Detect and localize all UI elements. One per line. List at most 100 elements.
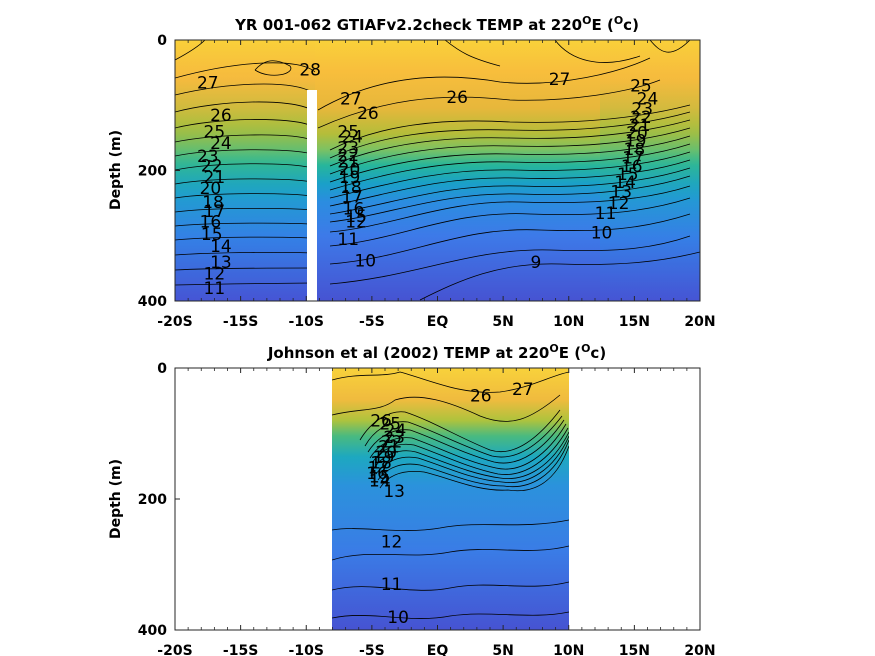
top-x-tick-label: -5S: [359, 314, 385, 330]
top-contour-label: 22: [630, 108, 652, 128]
top-y-axis-label: Depth (m): [108, 130, 124, 210]
top-contour-label: 18: [340, 178, 362, 198]
top-contour-label: 19: [339, 168, 361, 188]
top-x-tick-label: 5N: [492, 314, 513, 330]
top-x-tick-label: -10S: [289, 314, 324, 330]
top-contour-label: 15: [617, 165, 639, 185]
top-y-tick-label: 0: [157, 33, 167, 49]
bottom-contour-label: 24: [385, 421, 407, 441]
top-contour-label: 14: [210, 237, 232, 257]
bottom-contour-lines: [332, 371, 569, 619]
bottom-contour-label: 18: [370, 453, 392, 473]
bottom-contour-label: 22: [381, 432, 403, 452]
top-contour-lines: [175, 40, 700, 301]
bottom-contour-label: 19: [373, 448, 395, 468]
bottom-temperature-field: [332, 368, 569, 630]
top-contour-label: 17: [622, 148, 644, 168]
top-contour-label: 11: [204, 279, 226, 299]
top-contour-label: 28: [299, 60, 321, 80]
top-contour-label: 27: [197, 73, 219, 93]
top-contour-label: 24: [637, 90, 659, 110]
bottom-x-tick-label: 5N: [492, 643, 513, 656]
top-x-tick-label: 10N: [553, 314, 584, 330]
top-contour-label: 24: [341, 128, 363, 148]
bottom-contour-label: 10: [387, 608, 409, 628]
bottom-x-tick-label: 10N: [553, 643, 584, 656]
top-contour-label: 27: [340, 90, 362, 110]
top-contour-label: 27: [549, 70, 571, 90]
top-missing-data-band: [307, 90, 317, 301]
bottom-x-tick-label: -5S: [359, 643, 385, 656]
top-contour-label: 11: [595, 204, 617, 224]
top-contour-label: 13: [210, 253, 232, 273]
top-contour-label: 10: [354, 252, 376, 272]
top-contour-label: 12: [608, 194, 630, 214]
top-contour-label: 12: [345, 212, 367, 232]
bottom-contour-label: 17: [368, 459, 390, 479]
top-contour-label: 23: [197, 147, 219, 167]
bottom-contour-label: 21: [378, 438, 400, 458]
bottom-y-tick-label: 400: [138, 623, 167, 639]
top-contour-label: 25: [630, 77, 652, 97]
bottom-x-tick-label: -10S: [289, 643, 324, 656]
top-contour-label: 9: [531, 253, 542, 273]
top-y-tick-label: 200: [138, 164, 167, 180]
bottom-title: Johnson et al (2002) TEMP at 220OE (Oc): [267, 342, 606, 362]
bottom-contour-label: 13: [383, 482, 405, 502]
top-contour-label: 24: [210, 134, 232, 154]
top-contour-label: 15: [201, 225, 223, 245]
bottom-x-tick-label: -20S: [157, 643, 192, 656]
bottom-y-tick-label: 200: [138, 492, 167, 508]
bottom-contour-label: 25: [379, 415, 401, 435]
top-contour-label: 10: [591, 223, 613, 243]
bottom-contour-label: 26: [370, 411, 392, 431]
top-contour-label: 22: [201, 156, 223, 176]
top-contour-label: 21: [204, 168, 226, 188]
top-contour-label: 26: [210, 106, 232, 126]
bottom-y-axis-label: Depth (m): [108, 459, 124, 539]
top-warm-side-left: [175, 40, 315, 301]
top-y-tick-label: 400: [138, 294, 167, 310]
top-contour-label: 16: [200, 212, 222, 232]
top-axis-ticks: -20S -15S -10S -5S EQ 5N 10N 15N 20N 0 200 400: [138, 33, 716, 330]
top-contour-label: 21: [337, 152, 359, 172]
bottom-x-tick-label: -15S: [223, 643, 258, 656]
top-x-tick-label: -15S: [223, 314, 258, 330]
top-contour-label: 22: [337, 146, 359, 166]
bottom-y-tick-label: 0: [157, 361, 167, 377]
bottom-x-tick-label: EQ: [427, 643, 449, 656]
bottom-contour-label: 11: [381, 575, 403, 595]
top-contour-label: 17: [341, 188, 363, 208]
top-x-tick-label: 15N: [619, 314, 650, 330]
top-contour-label: 23: [631, 100, 653, 120]
top-x-tick-label: 20N: [684, 314, 715, 330]
bottom-x-tick-label: 15N: [619, 643, 650, 656]
top-contour-label: 12: [204, 265, 226, 285]
top-plot-area: 2827262524232221201817161514131211272625…: [175, 40, 700, 301]
top-x-tick-label: -20S: [157, 314, 192, 330]
top-x-tick-label: EQ: [427, 314, 449, 330]
top-contour-label: 23: [337, 139, 359, 159]
bottom-contour-label: 14: [369, 472, 391, 492]
bottom-contour-label: 27: [512, 380, 534, 400]
top-title: YR 001-062 GTIAFv2.2check TEMP at 220OE …: [234, 14, 639, 34]
bottom-contour-label: 16: [366, 464, 388, 484]
bottom-axis-ticks: -20S -15S -10S -5S EQ 5N 10N 15N 20N 0 200 400: [138, 361, 716, 656]
top-contour-label: 11: [337, 230, 359, 250]
top-contour-label: 25: [204, 122, 226, 142]
top-contour-label: 17: [204, 202, 226, 222]
top-contour-label: 18: [624, 140, 646, 160]
bottom-contour-label: 23: [383, 428, 405, 448]
top-contour-label: 20: [339, 160, 361, 180]
top-contour-label: 20: [200, 179, 222, 199]
top-contour-label: 16: [621, 157, 643, 177]
top-contour-label: 20: [626, 124, 648, 144]
top-contour-label: 18: [202, 193, 224, 213]
bottom-contour-label: 15: [369, 468, 391, 488]
top-contour-label: 15: [345, 207, 367, 227]
bottom-x-tick-label: 20N: [684, 643, 715, 656]
top-contour-label: 26: [357, 104, 379, 124]
top-contour-label: 25: [337, 122, 359, 142]
